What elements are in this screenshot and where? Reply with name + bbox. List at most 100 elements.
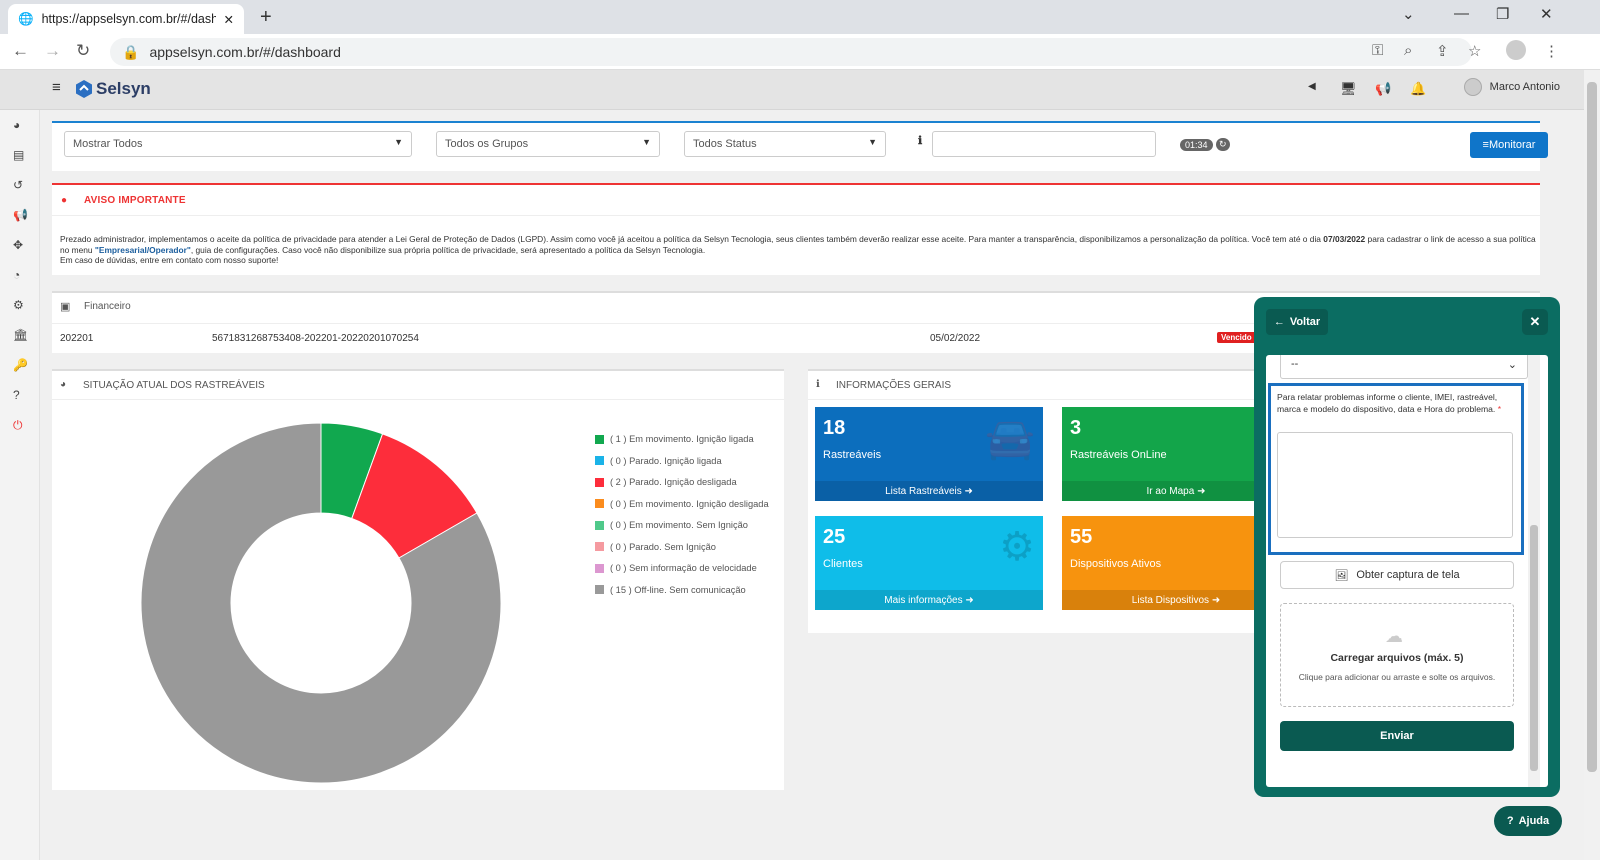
- browser-menu-icon[interactable]: ⋮: [1544, 43, 1559, 60]
- dashboard-icon[interactable]: ◕: [13, 118, 21, 132]
- legend-item[interactable]: ( 15 ) Off-line. Sem comunicação: [595, 585, 746, 595]
- help-scrollbar-thumb[interactable]: [1530, 525, 1538, 771]
- legend-swatch: [595, 456, 604, 465]
- new-tab-button[interactable]: +: [260, 6, 272, 28]
- groups-select[interactable]: Todos os Grupos ▼: [436, 131, 660, 157]
- invoice-code[interactable]: 5671831268753408-202201-20220201070254: [212, 333, 419, 344]
- history-icon[interactable]: ↺: [13, 178, 24, 192]
- tab-title: https://appselsyn.com.br/#/dashb: [41, 12, 216, 26]
- browser-tab[interactable]: 🌐 https://appselsyn.com.br/#/dashb ✕: [8, 4, 244, 34]
- megaphone-icon[interactable]: 📢: [13, 208, 28, 222]
- user-menu[interactable]: Marco Antonio: [1463, 78, 1560, 96]
- trackables-box: 🚘 18 Rastreáveis Lista Rastreáveis ➜: [815, 407, 1043, 501]
- map-icon[interactable]: ▤: [13, 148, 25, 162]
- cloud-upload-icon: ☁: [1385, 626, 1403, 646]
- monitor-icon[interactable]: 🖥: [1340, 81, 1357, 96]
- chevron-down-icon: ▼: [642, 137, 651, 147]
- money-icon: ▣: [60, 301, 71, 313]
- list-icon: ≡: [1482, 139, 1489, 151]
- legend-label: ( 0 ) Em movimento. Ignição desligada: [610, 498, 769, 509]
- legend-label: ( 0 ) Em movimento. Sem Ignição: [610, 520, 748, 530]
- avatar: [1463, 78, 1482, 96]
- screenshot-button[interactable]: 🖼 Obter captura de tela: [1280, 561, 1514, 589]
- address-bar[interactable]: 🔒 appselsyn.com.br/#/dashboard: [110, 38, 1472, 66]
- key-icon[interactable]: ⚿: [1372, 42, 1384, 59]
- back-label: Voltar: [1289, 316, 1321, 328]
- legend-swatch: [595, 499, 604, 508]
- help-scrollbar[interactable]: [1528, 355, 1540, 787]
- clients-link[interactable]: Mais informações ➜: [815, 590, 1043, 610]
- search-input[interactable]: [932, 131, 1156, 157]
- hamburger-menu-icon[interactable]: ≡: [52, 79, 61, 96]
- power-icon[interactable]: ⏻: [13, 418, 23, 432]
- legend-label: ( 0 ) Parado. Sem Ignição: [610, 541, 716, 552]
- file-upload-area[interactable]: ☁ Carregar arquivos (máx. 5) Clique para…: [1280, 603, 1514, 707]
- description-textarea[interactable]: [1277, 432, 1513, 538]
- info-icon: ℹ: [816, 379, 820, 390]
- trackables-link[interactable]: Lista Rastreáveis ➜: [815, 481, 1043, 501]
- legend-item[interactable]: ( 0 ) Em movimento. Ignição desligada: [595, 499, 769, 509]
- send-button[interactable]: Enviar: [1280, 721, 1514, 751]
- move-icon[interactable]: ✥: [13, 238, 24, 252]
- devices-label: Dispositivos Ativos: [1070, 558, 1162, 570]
- devices-link[interactable]: Lista Dispositivos ➜: [1062, 590, 1290, 610]
- legend-item[interactable]: ( 2 ) Parado. Ignição desligada: [595, 477, 737, 487]
- map-link[interactable]: Ir ao Mapa ➜: [1062, 481, 1290, 501]
- help-button[interactable]: ? Ajuda: [1494, 806, 1562, 836]
- forward-icon[interactable]: →: [44, 41, 61, 60]
- help-icon[interactable]: ?: [13, 388, 20, 402]
- status-select[interactable]: Todos Status ▼: [684, 131, 886, 157]
- legend-item[interactable]: ( 0 ) Em movimento. Sem Ignição: [595, 520, 748, 530]
- key-icon[interactable]: 🔑: [13, 358, 28, 372]
- devices-box: 55 Dispositivos Ativos Lista Dispositivo…: [1062, 516, 1290, 610]
- info-icon[interactable]: ℹ: [918, 135, 923, 147]
- minimize-icon[interactable]: —: [1454, 5, 1469, 22]
- problem-type-select[interactable]: -- ⌄: [1280, 355, 1528, 379]
- bank-icon[interactable]: 🏛: [13, 328, 29, 342]
- profile-icon[interactable]: [1506, 40, 1526, 60]
- clients-box: ⚙ 25 Clientes Mais informações ➜: [815, 516, 1043, 610]
- collapse-icon[interactable]: ◀: [1308, 81, 1316, 92]
- gears-icon[interactable]: ⚙: [13, 298, 24, 312]
- pie-chart-icon[interactable]: ◔: [13, 268, 21, 282]
- legend-item[interactable]: ( 0 ) Parado. Sem Ignição: [595, 542, 716, 552]
- car-icon: 🚘: [985, 417, 1035, 461]
- page-scrollbar[interactable]: [1584, 70, 1600, 860]
- maximize-icon[interactable]: ❐: [1496, 6, 1510, 23]
- show-all-select[interactable]: Mostrar Todos ▼: [64, 131, 412, 157]
- refresh-icon[interactable]: ↻: [1216, 138, 1230, 151]
- back-button[interactable]: ← Voltar: [1266, 309, 1328, 335]
- close-tab-icon[interactable]: ✕: [223, 12, 234, 27]
- menu-reference-link[interactable]: "Empresarial/Operador": [94, 244, 191, 255]
- zoom-icon[interactable]: ⌕: [1404, 42, 1413, 59]
- reload-icon[interactable]: ↻: [76, 41, 91, 60]
- close-window-icon[interactable]: ✕: [1540, 6, 1553, 23]
- warning-support-text: Em caso de dúvidas, entre em contato com…: [60, 255, 279, 265]
- monitor-button[interactable]: ≡ Monitorar: [1470, 132, 1548, 158]
- monitor-label: Monitorar: [1488, 139, 1536, 151]
- brand-logo[interactable]: Selsyn: [76, 79, 151, 99]
- legend-item[interactable]: ( 1 ) Em movimento. Ignição ligada: [595, 434, 754, 444]
- share-icon[interactable]: ⇪: [1436, 43, 1449, 60]
- legend-item[interactable]: ( 0 ) Parado. Ignição ligada: [595, 456, 722, 466]
- close-widget-button[interactable]: ✕: [1522, 309, 1548, 335]
- legend-swatch: [595, 434, 604, 444]
- tab-search-icon[interactable]: ⌄: [1402, 6, 1415, 23]
- warning-text-part: para cadastrar o link de acesso a sua po…: [60, 234, 1536, 255]
- alert-icon: ●: [61, 195, 68, 206]
- show-all-value: Mostrar Todos: [73, 138, 143, 150]
- warning-text-part: Prezado administrador, implementamos o a…: [60, 234, 1324, 244]
- page-scrollbar-thumb[interactable]: [1587, 82, 1597, 772]
- donut-slice[interactable]: [140, 422, 502, 784]
- megaphone-icon[interactable]: 📢: [1375, 81, 1392, 96]
- required-mark: *: [1497, 403, 1502, 414]
- bell-icon[interactable]: 🔔: [1410, 81, 1427, 96]
- trackables-label: Rastreáveis: [823, 449, 882, 461]
- upload-title: Carregar arquivos (máx. 5): [1330, 652, 1464, 664]
- legend-label: ( 0 ) Sem informação de velocidade: [610, 563, 757, 573]
- legend-item[interactable]: ( 0 ) Sem informação de velocidade: [595, 563, 757, 573]
- back-icon[interactable]: ←: [12, 41, 29, 60]
- bookmark-star-icon[interactable]: ☆: [1468, 43, 1482, 60]
- status-donut-chart: [140, 422, 502, 784]
- legend-label: ( 15 ) Off-line. Sem comunicação: [610, 584, 746, 595]
